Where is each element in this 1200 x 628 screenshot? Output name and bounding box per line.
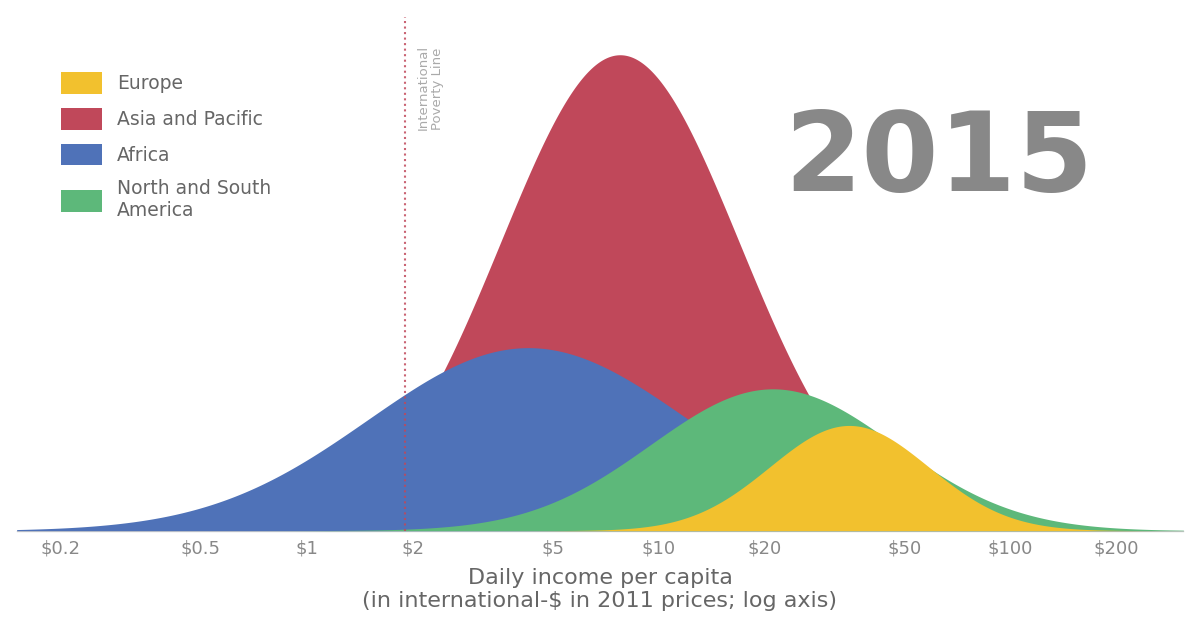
Legend: Europe, Asia and Pacific, Africa, North and South
America: Europe, Asia and Pacific, Africa, North … (61, 72, 271, 220)
Text: International
Poverty Line: International Poverty Line (416, 45, 444, 131)
Text: 2015: 2015 (784, 107, 1093, 214)
X-axis label: Daily income per capita
(in international-$ in 2011 prices; log axis): Daily income per capita (in internationa… (362, 568, 838, 611)
